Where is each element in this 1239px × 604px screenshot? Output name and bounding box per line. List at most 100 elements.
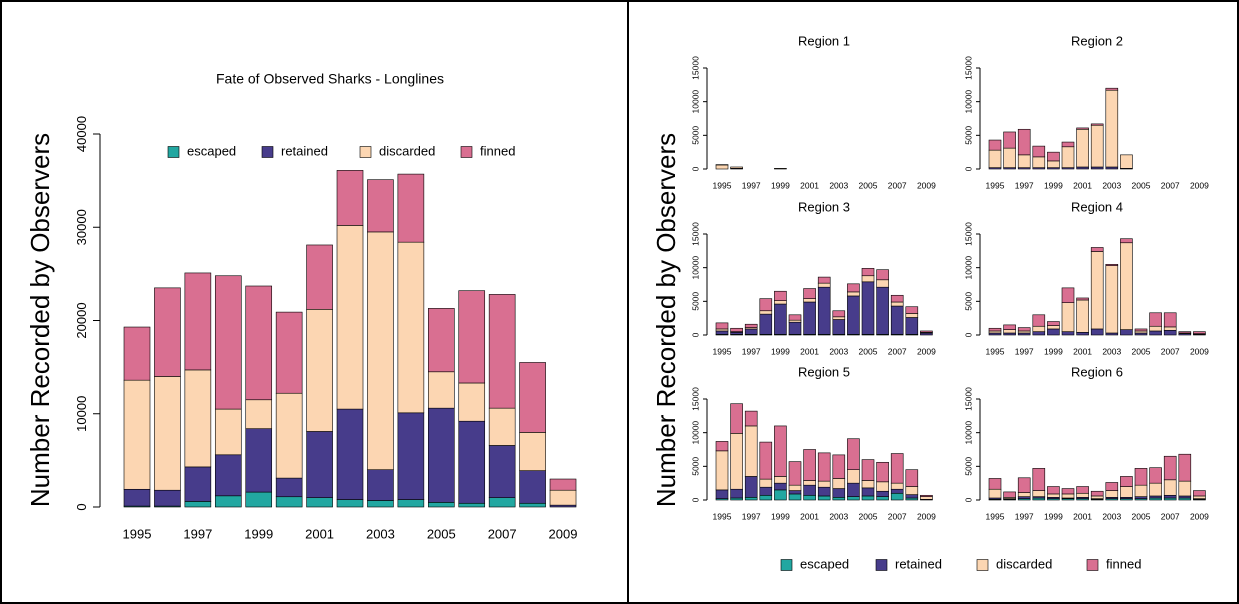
bar-segment — [1017, 128, 1031, 156]
bar-segment — [306, 431, 333, 498]
x-tick-label: 2007 — [1161, 511, 1180, 521]
bar-segment — [1017, 327, 1031, 332]
bar-segment — [905, 469, 919, 487]
x-tick-label: 2009 — [1190, 346, 1209, 356]
x-tick-label: 2007 — [888, 346, 907, 356]
bar-segment — [1105, 263, 1119, 266]
bar-segment — [1120, 486, 1133, 498]
bar-segment — [1134, 332, 1148, 336]
bar-segment — [988, 478, 1002, 490]
bar-segment — [759, 310, 773, 315]
bar-segment — [1061, 493, 1075, 499]
bar-segment — [245, 285, 273, 401]
x-tick-label: 2007 — [888, 511, 907, 521]
bar-segment — [905, 486, 919, 495]
x-tick-label: 1997 — [1015, 180, 1034, 190]
x-tick-label: 1999 — [771, 511, 790, 521]
bar-segment — [275, 311, 303, 394]
bar-segment — [861, 495, 875, 501]
y-tick-label: 15000 — [690, 222, 700, 246]
bar-segment — [1076, 486, 1089, 494]
legend-label: finned — [480, 143, 515, 158]
bar-segment — [458, 502, 486, 508]
bar-segment — [744, 328, 758, 335]
panel-title: Region 1 — [798, 33, 850, 48]
bar-segment — [549, 478, 577, 491]
x-tick-label: 1995 — [713, 511, 732, 521]
bar-segment — [759, 298, 773, 312]
bar-segment — [427, 407, 455, 503]
bar-segment — [1134, 468, 1148, 486]
bar-segment — [1105, 490, 1119, 498]
bar-segment — [832, 497, 846, 501]
bar-segment — [1076, 297, 1089, 301]
x-tick-label: 1999 — [244, 526, 273, 541]
bar-segment — [774, 489, 787, 501]
x-tick-label: 1997 — [1015, 346, 1034, 356]
bar-segment — [397, 499, 425, 508]
bar-segment — [788, 484, 802, 491]
bar-segment — [1149, 497, 1162, 501]
bar-segment — [788, 461, 802, 486]
bar-segment — [803, 480, 816, 486]
x-tick-label: 2009 — [1190, 180, 1209, 190]
y-tick-label: 20000 — [74, 302, 89, 338]
bar-segment — [774, 303, 787, 335]
bar-segment — [367, 469, 394, 501]
y-tick-label: 5000 — [690, 126, 700, 145]
bar-segment — [1061, 302, 1075, 332]
bar-segment — [715, 450, 729, 491]
x-tick-label: 1999 — [771, 180, 790, 190]
bar-segment — [214, 495, 242, 508]
bar-segment — [1076, 299, 1089, 333]
bar-segment — [1120, 476, 1133, 487]
bar-segment — [1120, 238, 1133, 244]
bar-segment — [397, 412, 425, 500]
bar-segment — [847, 469, 860, 484]
bar-segment — [759, 486, 773, 496]
bar-segment — [1076, 166, 1089, 170]
bar-segment — [730, 166, 743, 169]
bar-segment — [788, 314, 802, 321]
bar-segment — [1003, 324, 1016, 330]
legend-label: discarded — [996, 556, 1052, 571]
x-tick-label: 1995 — [986, 346, 1005, 356]
bar-segment — [1193, 490, 1206, 497]
legend-swatch — [875, 559, 888, 571]
x-tick-label: 2003 — [829, 346, 848, 356]
bar-segment — [214, 408, 242, 456]
bar-segment — [1105, 332, 1119, 336]
bar-segment — [774, 168, 787, 170]
bar-segment — [1003, 329, 1016, 334]
legend-swatch — [261, 146, 274, 158]
y-tick-label: 15000 — [690, 56, 700, 80]
bar-segment — [890, 294, 904, 303]
legend-swatch — [359, 146, 372, 158]
x-tick-label: 2005 — [859, 180, 878, 190]
x-tick-label: 2001 — [1073, 180, 1092, 190]
bar-segment — [1105, 89, 1119, 168]
bar-segment — [988, 330, 1002, 334]
bar-segment — [1193, 495, 1206, 499]
bar-segment — [759, 494, 773, 501]
bar-segment — [730, 403, 743, 434]
bar-segment — [427, 502, 455, 508]
y-tick-label: 5000 — [963, 126, 973, 145]
x-tick-label: 2001 — [800, 346, 819, 356]
bar-segment — [847, 291, 860, 297]
x-tick-label: 2001 — [800, 511, 819, 521]
bar-segment — [458, 290, 486, 384]
bar-segment — [1163, 479, 1177, 496]
bar-segment — [1120, 329, 1133, 336]
bar-segment — [123, 326, 151, 381]
x-tick-label: 2005 — [859, 346, 878, 356]
bar-segment — [920, 494, 933, 497]
bar-segment — [744, 476, 758, 498]
x-tick-label: 2009 — [917, 346, 936, 356]
bar-segment — [488, 445, 516, 498]
bar-segment — [1134, 496, 1148, 499]
x-tick-label: 2007 — [1161, 180, 1180, 190]
bar-segment — [730, 332, 743, 335]
